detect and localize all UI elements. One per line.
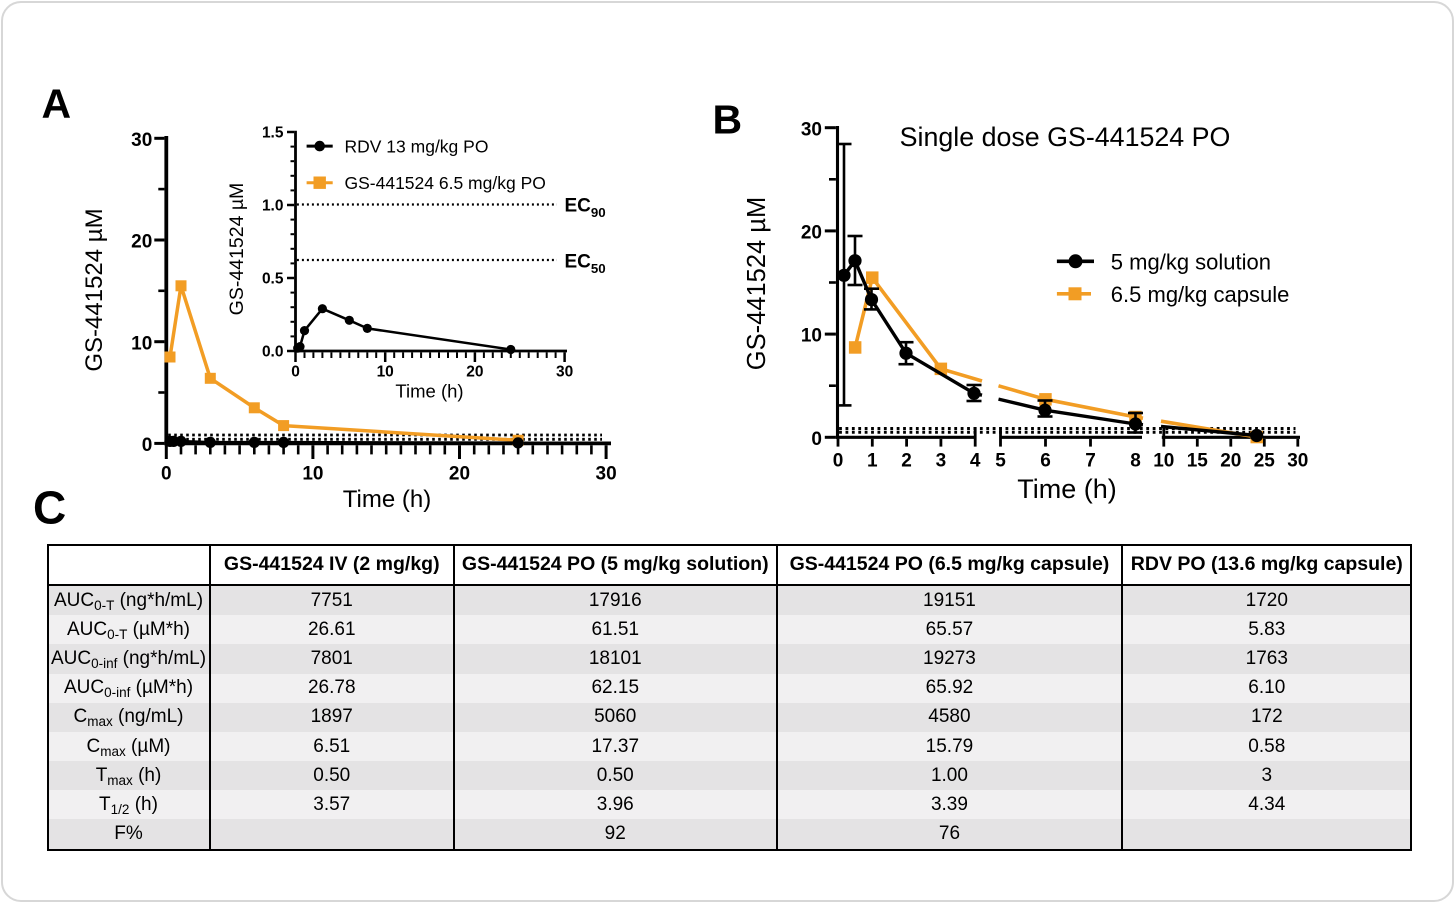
svg-text:15: 15 bbox=[1187, 451, 1209, 472]
svg-text:Single dose GS-441524 PO: Single dose GS-441524 PO bbox=[900, 122, 1231, 152]
svg-text:30: 30 bbox=[801, 119, 822, 140]
svg-text:1.5: 1.5 bbox=[262, 125, 284, 142]
svg-text:0: 0 bbox=[142, 435, 153, 456]
svg-text:B: B bbox=[713, 97, 743, 143]
svg-text:6.5 mg/kg capsule: 6.5 mg/kg capsule bbox=[1111, 282, 1290, 307]
svg-text:30: 30 bbox=[596, 464, 617, 485]
svg-text:0.0: 0.0 bbox=[262, 344, 284, 361]
svg-text:GS-441524 µM: GS-441524 µM bbox=[226, 183, 248, 316]
svg-text:20: 20 bbox=[131, 232, 152, 253]
svg-text:GS-441524 µM: GS-441524 µM bbox=[743, 197, 771, 370]
svg-text:5: 5 bbox=[995, 451, 1006, 472]
svg-text:10: 10 bbox=[302, 464, 323, 485]
svg-text:0: 0 bbox=[811, 429, 822, 450]
svg-text:10: 10 bbox=[1153, 451, 1174, 472]
svg-text:2: 2 bbox=[901, 451, 912, 472]
svg-text:C: C bbox=[33, 482, 66, 534]
svg-text:20: 20 bbox=[449, 464, 470, 485]
svg-text:5 mg/kg solution: 5 mg/kg solution bbox=[1111, 250, 1271, 275]
svg-text:0.5: 0.5 bbox=[262, 271, 284, 288]
svg-text:30: 30 bbox=[556, 364, 573, 381]
svg-text:0: 0 bbox=[291, 364, 300, 381]
svg-text:4: 4 bbox=[970, 451, 981, 472]
svg-text:GS-441524 µM: GS-441524 µM bbox=[81, 208, 108, 371]
svg-text:30: 30 bbox=[131, 130, 152, 151]
svg-text:RDV 13 mg/kg PO: RDV 13 mg/kg PO bbox=[345, 136, 489, 156]
svg-text:10: 10 bbox=[377, 364, 394, 381]
svg-text:0: 0 bbox=[161, 464, 172, 485]
svg-text:7: 7 bbox=[1085, 451, 1096, 472]
svg-text:20: 20 bbox=[801, 223, 822, 244]
svg-text:3: 3 bbox=[936, 451, 947, 472]
svg-text:0: 0 bbox=[833, 451, 844, 472]
svg-text:EC50: EC50 bbox=[565, 252, 606, 277]
svg-text:A: A bbox=[42, 81, 72, 127]
svg-text:Time (h): Time (h) bbox=[395, 381, 463, 402]
svg-text:8: 8 bbox=[1130, 451, 1141, 472]
svg-text:GS-441524 6.5 mg/kg PO: GS-441524 6.5 mg/kg PO bbox=[345, 173, 546, 193]
svg-text:EC90: EC90 bbox=[565, 196, 606, 221]
svg-text:25: 25 bbox=[1254, 451, 1276, 472]
svg-text:30: 30 bbox=[1287, 451, 1308, 472]
svg-text:1: 1 bbox=[867, 451, 878, 472]
svg-text:20: 20 bbox=[1220, 451, 1241, 472]
svg-text:10: 10 bbox=[131, 333, 152, 354]
svg-text:10: 10 bbox=[801, 326, 822, 347]
svg-text:20: 20 bbox=[466, 364, 483, 381]
svg-text:Time (h): Time (h) bbox=[1017, 474, 1117, 504]
svg-text:6: 6 bbox=[1040, 451, 1051, 472]
svg-text:Time (h): Time (h) bbox=[343, 486, 431, 513]
svg-text:1.0: 1.0 bbox=[262, 198, 284, 215]
